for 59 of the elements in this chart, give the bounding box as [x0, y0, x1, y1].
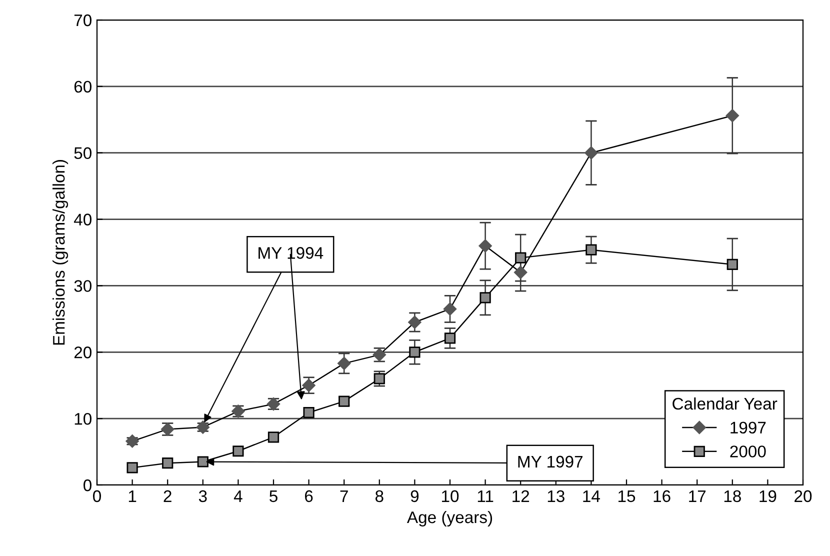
point	[126, 462, 138, 474]
x-tick-label: 3	[198, 490, 207, 502]
point	[726, 258, 738, 270]
annotation: MY 1994	[258, 247, 324, 259]
point	[443, 302, 457, 316]
point	[478, 239, 492, 252]
y-tick-label: 50	[74, 147, 92, 160]
y-tick-label: 40	[74, 214, 92, 226]
y-tick-label: 30	[74, 280, 92, 292]
x-tick-label: 1	[128, 490, 136, 502]
x-tick-label: 5	[270, 490, 278, 502]
x-tick-label: 16	[654, 490, 670, 502]
point	[197, 456, 208, 468]
y-tick-label: 60	[74, 80, 92, 93]
x-tick-label: 6	[305, 490, 313, 502]
point	[268, 432, 280, 443]
x-tick-label: 0	[93, 490, 101, 502]
x-tick-label: 19	[760, 490, 776, 502]
x-tick-label: 7	[340, 490, 348, 502]
x-tick-label: 10	[442, 490, 459, 502]
point	[232, 446, 244, 457]
legend-label: 2000	[730, 446, 766, 458]
point	[302, 378, 316, 392]
point	[338, 396, 350, 407]
point	[409, 346, 420, 358]
x-tick-label: 20	[794, 490, 812, 502]
x-tick-label: 11	[478, 490, 494, 502]
point	[444, 332, 456, 344]
point	[162, 458, 174, 469]
x-tick-label: 14	[583, 490, 600, 502]
y-tick-label: 20	[74, 346, 92, 358]
y-axis-title: Emissions (grams/gallon)	[52, 160, 68, 345]
point	[126, 434, 139, 448]
point	[480, 292, 491, 304]
point	[303, 407, 314, 418]
legend-label: 1997	[730, 422, 766, 434]
point	[374, 373, 385, 384]
x-tick-label: 13	[548, 490, 564, 502]
point	[338, 356, 351, 370]
point	[584, 146, 598, 160]
x-axis-title: Age (years)	[406, 510, 492, 526]
point	[726, 109, 739, 122]
annotation: MY 1997	[518, 456, 582, 468]
x-tick-label: 12	[512, 490, 530, 502]
x-tick-label: 15	[618, 490, 636, 502]
point	[514, 266, 528, 280]
x-tick-label: 8	[375, 490, 384, 502]
y-tick-label: 10	[74, 412, 92, 425]
y-tick-label: 0	[84, 479, 92, 492]
point	[515, 252, 526, 264]
legend-title: Calendar Year	[672, 397, 778, 410]
y-tick-label: 70	[74, 14, 92, 26]
x-tick-label: 4	[234, 490, 242, 502]
x-tick-label: 18	[724, 490, 741, 502]
point	[586, 244, 597, 256]
x-tick-label: 17	[689, 490, 706, 502]
point	[408, 316, 422, 329]
x-tick-label: 2	[164, 490, 172, 502]
x-tick-label: 9	[410, 490, 419, 502]
